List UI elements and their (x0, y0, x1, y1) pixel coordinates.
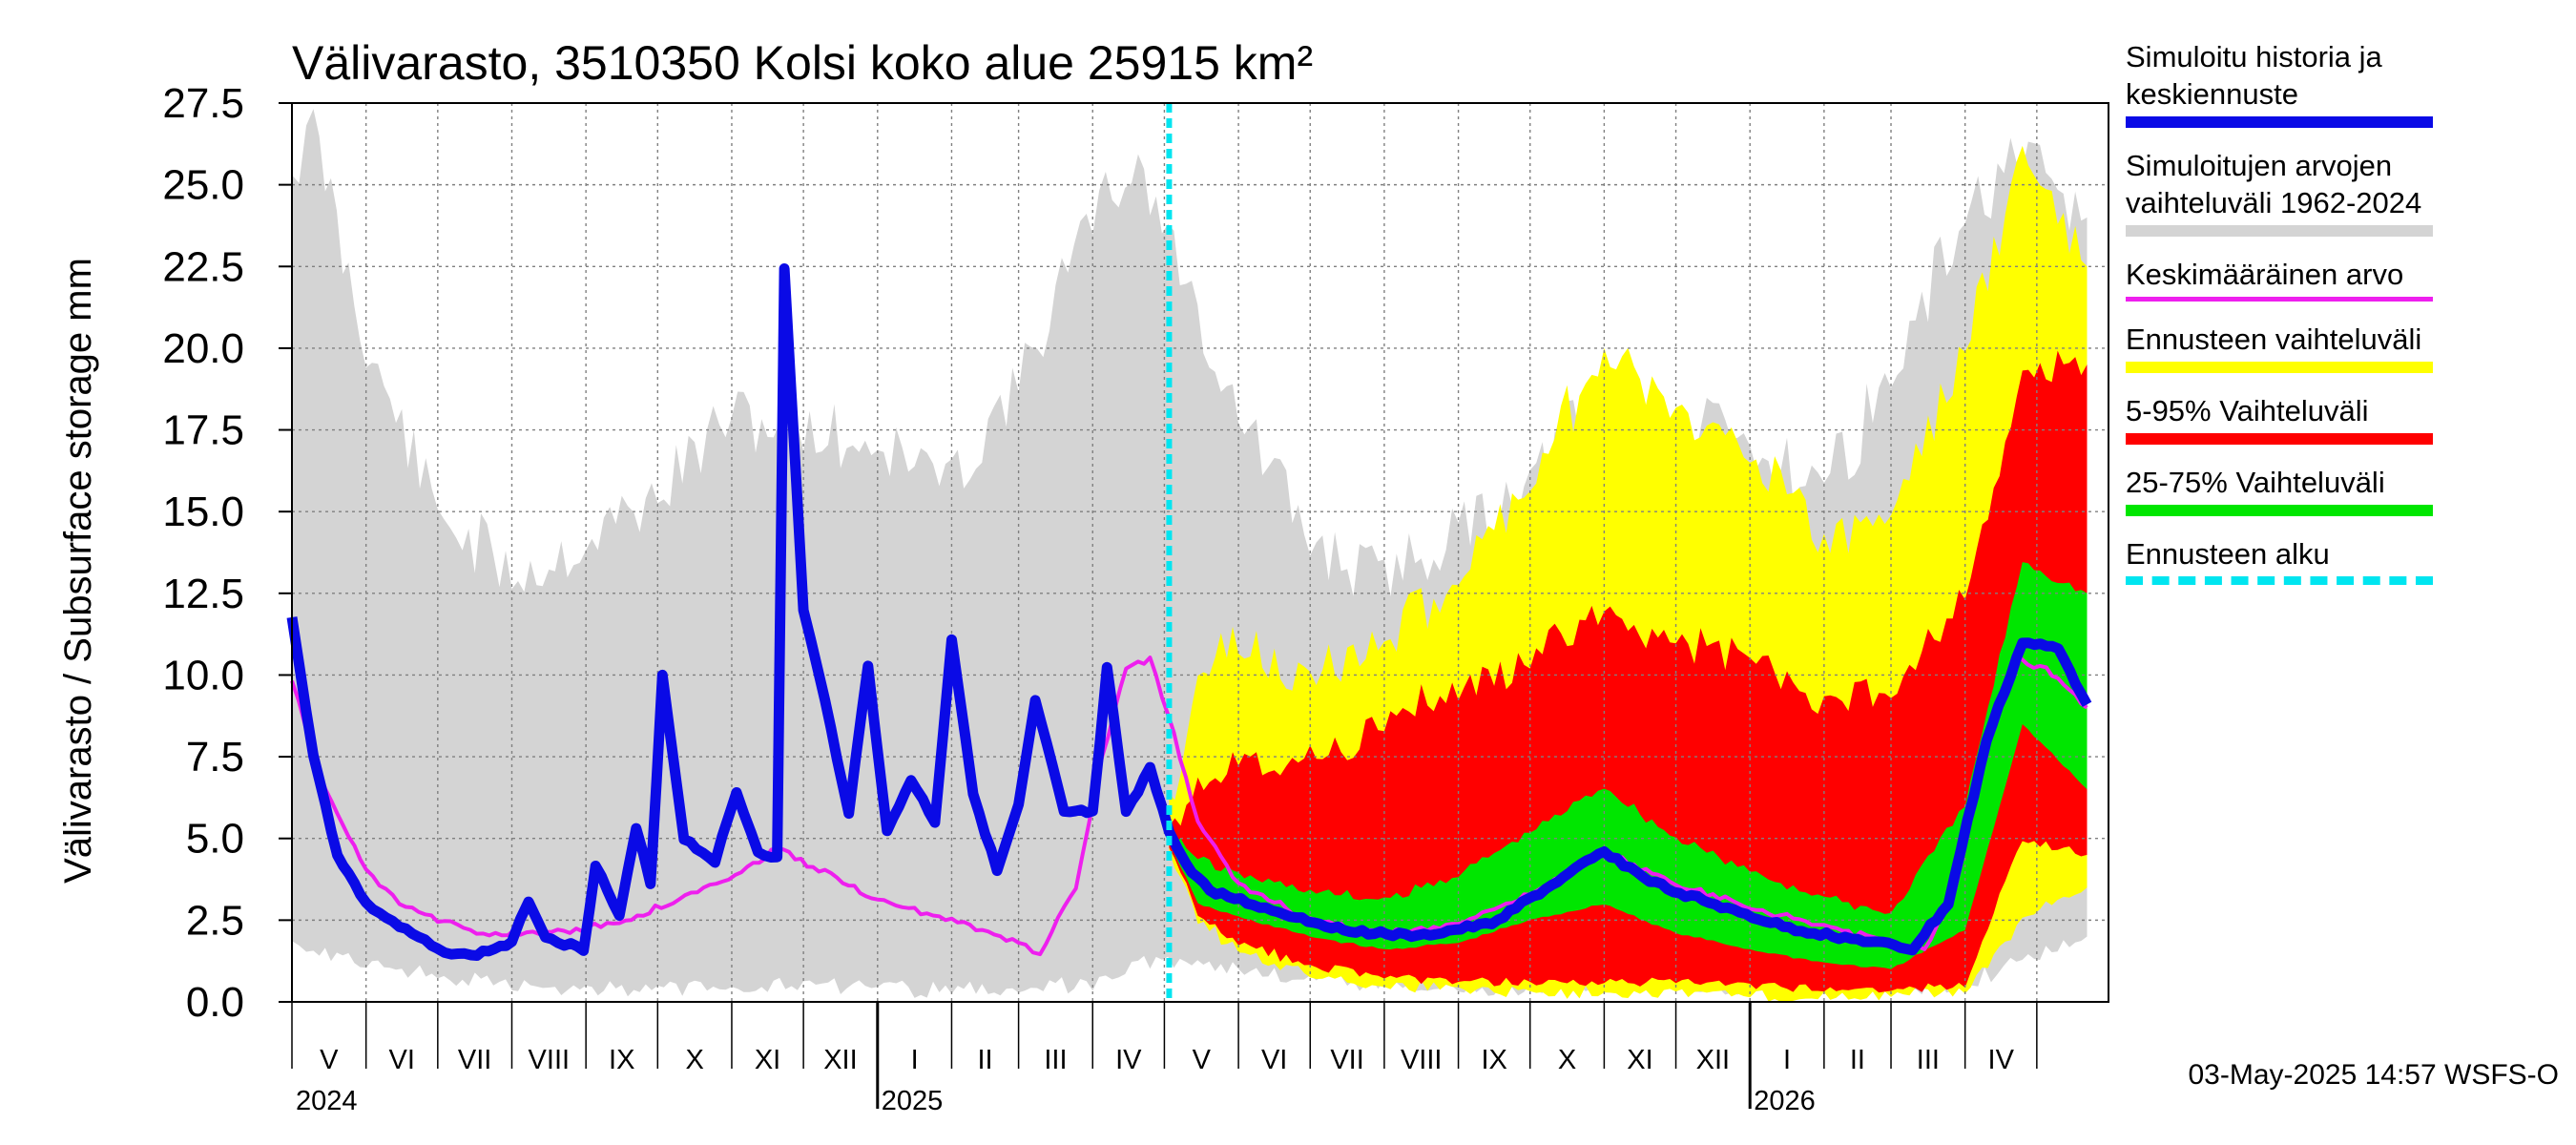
y-axis-label: Välivarasto / Subsurface storage mm (57, 258, 99, 884)
y-tick-label: 12.5 (162, 571, 244, 617)
month-label: IX (1481, 1045, 1506, 1075)
month-label: IX (609, 1045, 634, 1075)
legend-item-forecast_start: Ennusteen alku (2126, 535, 2450, 585)
legend-label: 25-75% Vaihteluväli (2126, 466, 2385, 499)
month-label: V (1193, 1045, 1212, 1075)
timestamp-footer: 03-May-2025 14:57 WSFS-O (2188, 1059, 2560, 1091)
legend-label: Simuloitu historia ja keskiennuste (2126, 40, 2382, 111)
mean-line (290, 656, 2088, 957)
plot-frame (291, 102, 2109, 1003)
month-label: VIII (1401, 1045, 1443, 1075)
p25-75-band (1169, 562, 2088, 969)
y-tick-label: 25.0 (162, 162, 244, 209)
month-label: I (911, 1045, 919, 1075)
month-label: I (1783, 1045, 1791, 1075)
y-tick-label: 17.5 (162, 407, 244, 454)
month-label: VI (389, 1045, 415, 1075)
legend-label: Keskimääräinen arvo (2126, 258, 2404, 291)
legend-label: Simuloitujen arvojen vaihteluväli 1962-2… (2126, 149, 2422, 219)
y-tick-label: 5.0 (186, 816, 244, 863)
legend-swatch (2126, 576, 2433, 585)
legend-swatch (2126, 225, 2433, 237)
legend-item-forecast_range: Ennusteen vaihteluväli (2126, 321, 2450, 373)
legend-item-range_hist: Simuloitujen arvojen vaihteluväli 1962-2… (2126, 147, 2450, 237)
legend-swatch (2126, 116, 2433, 128)
legend-label: Ennusteen vaihteluväli (2126, 323, 2422, 356)
chart-title: Välivarasto, 3510350 Kolsi koko alue 259… (292, 36, 1313, 90)
p5-95-band (1169, 350, 2088, 993)
year-label: 2024 (296, 1086, 358, 1116)
plot-area: V VI VII VIII IX X XI XII I II III IV V VI VII VIII IX X X… (162, 80, 2109, 1116)
month-label: IV (1988, 1045, 2015, 1075)
month-label: III (1044, 1045, 1067, 1075)
month-label: II (977, 1045, 992, 1075)
legend-swatch (2126, 297, 2433, 302)
month-label: X (1558, 1045, 1576, 1075)
legend-label: 5-95% Vaihteluväli (2126, 394, 2369, 427)
month-label: XII (823, 1045, 857, 1075)
y-tick-label: 22.5 (162, 243, 244, 290)
y-tick-label: 27.5 (162, 80, 244, 127)
month-label: XII (1696, 1045, 1730, 1075)
month-label: VII (458, 1045, 491, 1075)
month-label: VII (1330, 1045, 1363, 1075)
month-label: XI (755, 1045, 780, 1075)
legend-item-p25_75: 25-75% Vaihteluväli (2126, 464, 2450, 516)
month-label: XI (1627, 1045, 1652, 1075)
month-label: X (685, 1045, 703, 1075)
history-line (286, 263, 2092, 961)
legend-swatch (2126, 433, 2433, 445)
y-tick-label: 7.5 (186, 734, 244, 781)
y-tick-label: 2.5 (186, 897, 244, 944)
month-label: II (1850, 1045, 1865, 1075)
legend-label: Ennusteen alku (2126, 537, 2330, 571)
legend: Simuloitu historia ja keskiennuste Simulo… (2126, 38, 2450, 604)
legend-item-history: Simuloitu historia ja keskiennuste (2126, 38, 2450, 128)
legend-item-p5_95: 5-95% Vaihteluväli (2126, 392, 2450, 445)
month-label: VIII (529, 1045, 571, 1075)
month-label: III (1917, 1045, 1940, 1075)
legend-swatch (2126, 505, 2433, 516)
y-tick-label: 0.0 (186, 979, 244, 1026)
legend-item-mean: Keskimääräinen arvo (2126, 256, 2450, 302)
month-label: VI (1261, 1045, 1287, 1075)
year-label: 2026 (1754, 1086, 1816, 1116)
y-tick-label: 20.0 (162, 325, 244, 372)
month-label: V (320, 1045, 339, 1075)
y-tick-label: 15.0 (162, 489, 244, 535)
y-tick-label: 10.0 (162, 652, 244, 698)
legend-swatch (2126, 362, 2433, 373)
year-label: 2025 (882, 1086, 944, 1116)
month-label: IV (1115, 1045, 1142, 1075)
